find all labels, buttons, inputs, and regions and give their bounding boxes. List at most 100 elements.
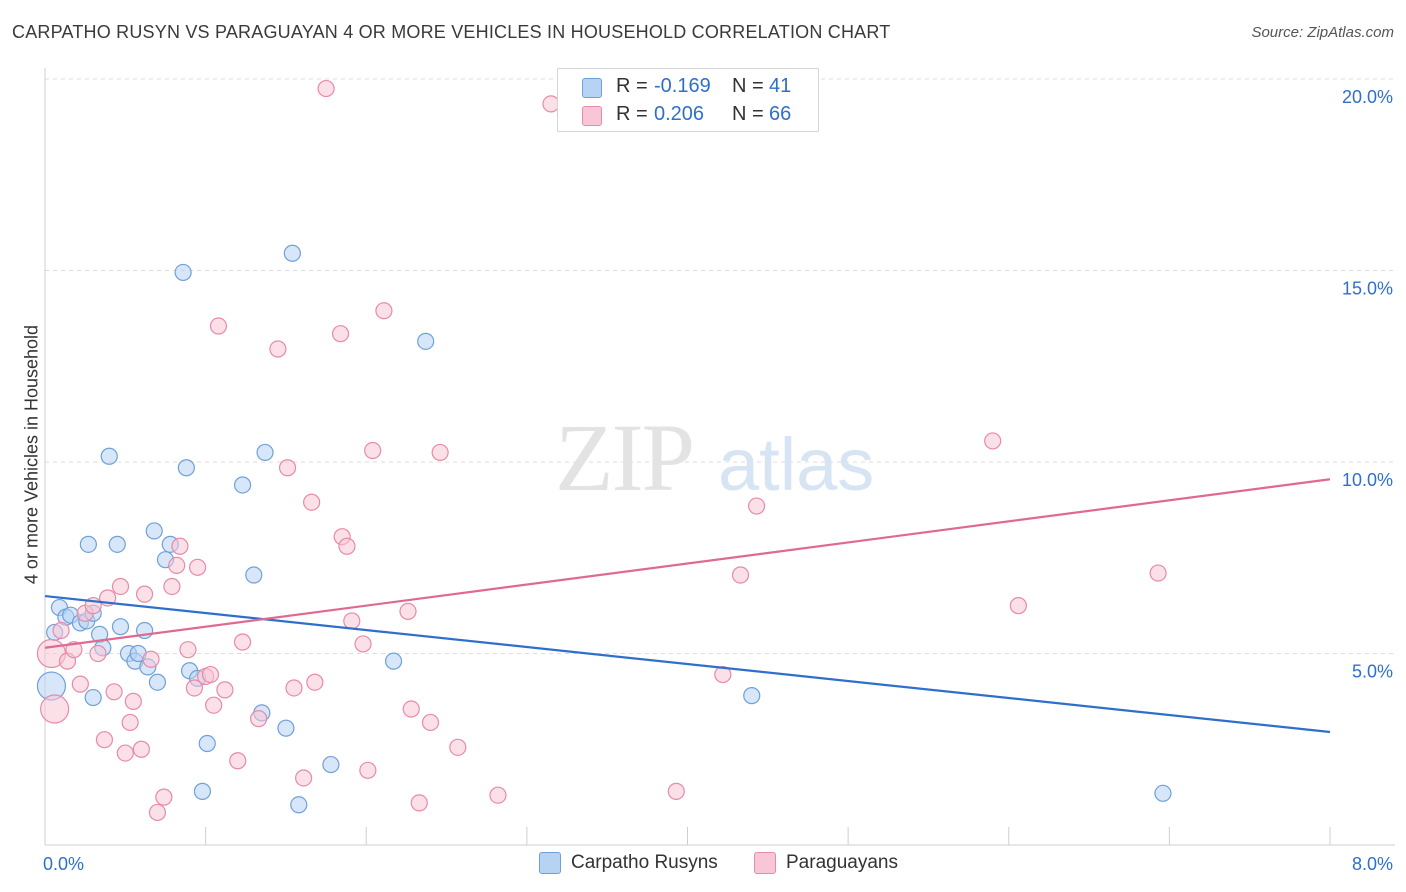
n-label: N = <box>732 102 764 125</box>
data-point <box>179 641 197 659</box>
tick-labels: 5.0% 10.0% 15.0% 20.0% 0.0% 8.0% <box>43 87 1393 874</box>
data-point <box>142 650 160 668</box>
data-point <box>375 302 393 320</box>
stats-swatch-pink <box>582 106 602 126</box>
data-point <box>402 700 420 718</box>
data-point <box>229 752 247 770</box>
data-point <box>108 535 126 553</box>
data-point <box>354 635 372 653</box>
n-value: 66 <box>769 102 792 125</box>
data-point <box>489 786 507 804</box>
data-point <box>359 761 377 779</box>
data-point <box>201 665 220 684</box>
legend-item-carpatho-rusyns[interactable]: Carpatho Rusyns <box>539 852 718 874</box>
data-point <box>364 441 382 460</box>
y-tick-label: 10.0% <box>1342 470 1393 490</box>
data-point <box>278 459 297 477</box>
stats-box: R = -0.169 N = 41 R = 0.206 N = 66 <box>557 68 819 132</box>
data-point <box>168 556 186 575</box>
legend: Carpatho Rusyns Paraguayans <box>0 852 1406 878</box>
data-point <box>52 621 70 640</box>
data-point <box>431 443 449 462</box>
data-point <box>233 633 252 651</box>
data-point <box>283 244 301 262</box>
data-point <box>171 537 189 555</box>
y-tick-label: 15.0% <box>1342 279 1393 299</box>
data-point <box>277 719 295 737</box>
r-label: R = <box>616 102 648 125</box>
chart-title: CARPATHO RUSYN VS PARAGUAYAN 4 OR MORE V… <box>12 22 891 42</box>
data-point <box>188 558 207 576</box>
data-point <box>667 782 685 800</box>
data-point <box>449 738 467 756</box>
data-point <box>216 681 234 699</box>
data-point <box>269 340 287 358</box>
data-point <box>132 740 150 758</box>
data-point <box>174 263 192 282</box>
data-point <box>250 710 268 728</box>
data-point <box>417 332 435 350</box>
x-tick-label: 8.0% <box>1352 854 1393 874</box>
data-point <box>71 675 89 693</box>
data-point <box>285 679 303 697</box>
trend-line <box>44 594 1331 734</box>
gridlines <box>45 78 1395 654</box>
data-point <box>410 794 428 812</box>
data-point <box>205 696 223 714</box>
legend-label: Carpatho Rusyns <box>571 852 718 873</box>
stats-swatch-blue <box>582 78 602 98</box>
data-point <box>177 459 195 477</box>
data-point <box>65 641 83 659</box>
data-point <box>399 602 417 620</box>
data-point <box>148 803 167 822</box>
legend-swatch-blue <box>539 852 561 874</box>
y-tick-label: 5.0% <box>1352 662 1393 682</box>
data-point <box>984 432 1002 450</box>
watermark-zip: ZIP <box>555 404 693 511</box>
data-point <box>135 585 154 603</box>
watermark: ZIP atlas <box>555 404 874 511</box>
x-tick-label: 0.0% <box>43 854 84 874</box>
data-point <box>306 673 324 691</box>
n-label: N = <box>732 74 764 97</box>
data-point <box>148 673 167 691</box>
data-point <box>95 731 114 749</box>
data-point <box>111 618 130 636</box>
data-point <box>747 497 766 515</box>
data-point <box>1149 564 1167 582</box>
data-point <box>256 443 274 462</box>
data-point <box>303 493 321 511</box>
data-point <box>714 665 732 684</box>
r-label: R = <box>616 74 648 97</box>
series-paraguayans <box>36 79 1167 822</box>
data-point <box>209 317 228 335</box>
trend-lines <box>44 478 1331 734</box>
data-point <box>1154 784 1172 802</box>
data-point <box>185 679 203 697</box>
source-label: Source: ZipAtlas.com <box>1251 24 1394 41</box>
legend-swatch-pink <box>754 852 776 874</box>
data-point <box>155 788 173 806</box>
data-point <box>421 713 440 732</box>
data-point <box>89 644 107 663</box>
watermark-atlas: atlas <box>718 423 874 506</box>
y-tick-label: 20.0% <box>1342 87 1393 107</box>
legend-item-paraguayans[interactable]: Paraguayans <box>754 852 898 874</box>
data-point <box>193 782 212 800</box>
data-point <box>295 769 313 787</box>
data-point <box>1009 597 1027 615</box>
data-point <box>124 692 142 710</box>
data-point <box>84 688 102 707</box>
data-point <box>79 535 97 553</box>
axes <box>44 68 1395 846</box>
data-point <box>100 447 118 465</box>
n-value: 41 <box>769 74 792 97</box>
data-point <box>338 537 356 555</box>
data-point <box>331 325 350 343</box>
data-point <box>245 566 263 584</box>
r-value: -0.169 <box>654 74 711 97</box>
series-carpatho-rusyns <box>36 244 1172 814</box>
data-point <box>105 683 123 701</box>
data-point <box>145 522 163 540</box>
